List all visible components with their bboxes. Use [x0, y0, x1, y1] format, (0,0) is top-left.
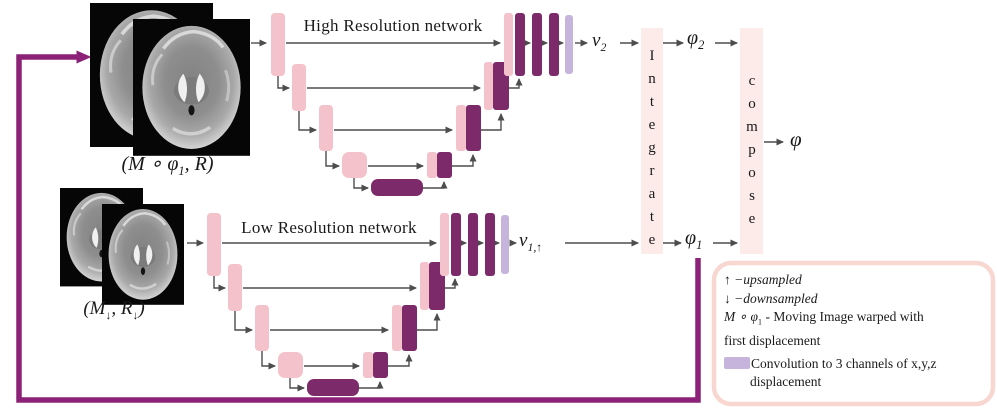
- input-images-low: [58, 186, 186, 307]
- conv-block-pink: [504, 13, 513, 76]
- down-arrow-icon: ↓: [724, 290, 731, 306]
- v2-label: v2: [592, 30, 607, 54]
- legend-warped-moving: M ∘ φ1 - Moving Image warped with: [724, 309, 924, 327]
- integrate-label: Integrate: [644, 48, 660, 255]
- phi-final-label: φ: [790, 127, 802, 151]
- input-low-label: (M↓, R↓): [83, 298, 145, 322]
- conv-block-purple: [402, 305, 417, 351]
- legend-warped-moving-line2: first displacement: [724, 333, 821, 349]
- unet-conv-blocks: [271, 13, 573, 196]
- input-images-high: [88, 1, 252, 158]
- conv-block-pink: [271, 13, 285, 76]
- conv-block-pink: [207, 213, 221, 276]
- flow-arrows: [565, 39, 784, 247]
- conv-block-purple: [532, 13, 542, 76]
- lavender-swatch-icon: [724, 356, 750, 369]
- conv-block-purple: [437, 152, 452, 178]
- conv-to-3ch-block: [565, 15, 573, 74]
- compose-label: compose: [744, 73, 760, 234]
- bottleneck-block: [371, 179, 423, 196]
- legend-convolution-line2: displacement: [750, 374, 822, 390]
- conv-block-pink: [255, 305, 269, 351]
- conv-block-purple: [549, 13, 559, 76]
- conv-block-purple: [468, 213, 478, 276]
- high-resolution-unet: [251, 13, 588, 196]
- unet-conv-blocks: [207, 213, 509, 396]
- conv-block-purple: [515, 13, 525, 76]
- low-network-title: Low Resolution network: [241, 218, 417, 237]
- legend-downsampled: ↓ −downsampled: [724, 290, 818, 306]
- legend-upsampled: ↑ −upsampled: [724, 272, 802, 287]
- phi1-label: φ1: [685, 227, 703, 252]
- feedback-arrow: [16, 50, 701, 403]
- conv-block-purple: [373, 352, 388, 378]
- integrate-box: [641, 28, 663, 254]
- unet-arrows: [251, 39, 588, 192]
- conv-block-pink: [292, 64, 306, 111]
- conv-block-pink: [342, 152, 367, 178]
- brain-mri-image: [100, 202, 186, 307]
- conv-block-pink: [427, 152, 437, 178]
- conv-block-pink: [484, 62, 493, 110]
- legend-convolution: Convolution to 3 channels of x,y,z: [724, 355, 986, 374]
- low-resolution-unet: [187, 213, 517, 396]
- conv-block-pink: [420, 262, 429, 310]
- conv-block-purple: [485, 213, 495, 276]
- conv-block-pink: [363, 352, 373, 378]
- high-network-title: High Resolution network: [303, 16, 483, 35]
- conv-block-pink: [319, 105, 333, 151]
- conv-block-pink: [456, 105, 466, 151]
- brain-mri-image: [131, 17, 252, 158]
- bottleneck-block: [307, 379, 359, 396]
- conv-block-pink: [278, 352, 303, 378]
- up-arrow-icon: ↑: [724, 272, 731, 287]
- legend: ↑ −upsampled ↓ −downsampled M ∘ φ1 - Mov…: [724, 271, 986, 392]
- input-high-label: (M ∘ φ1, R): [121, 153, 214, 178]
- conv-block-purple: [451, 213, 461, 276]
- phi2-label: φ2: [687, 27, 705, 52]
- conv-block-pink: [228, 264, 242, 311]
- conv-block-pink: [392, 305, 402, 351]
- unet-arrows: [187, 239, 517, 392]
- conv-block-pink: [440, 213, 449, 276]
- v1-upsampled-label: v1,↑: [519, 230, 543, 254]
- compose-box: [740, 28, 763, 254]
- conv-block-purple: [466, 105, 481, 151]
- legend-box: [711, 260, 996, 407]
- conv-to-3ch-block: [501, 215, 509, 274]
